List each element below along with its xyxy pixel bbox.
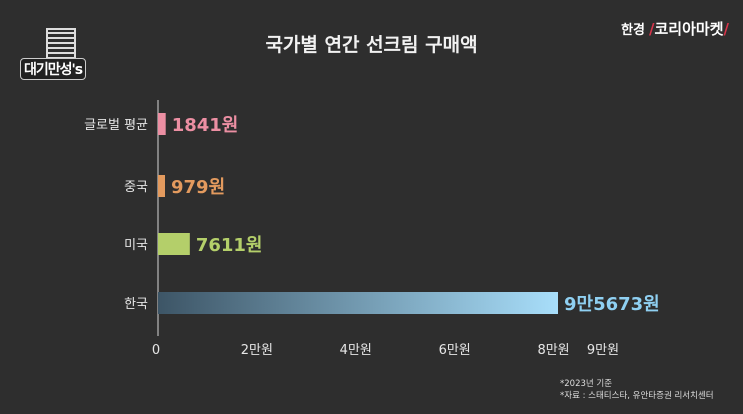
- broadcaster-logo: 한경/코리아마켓/: [621, 20, 729, 38]
- bar-3: [158, 292, 558, 314]
- x-tick-label: 6만원: [439, 343, 471, 358]
- x-tick-label: 4만원: [340, 343, 372, 358]
- x-tick-label: 8만원: [537, 343, 569, 358]
- channel-logo: 대기만성's: [18, 16, 98, 80]
- bar-2: [158, 233, 190, 255]
- data-label: 9만5673원: [564, 294, 660, 315]
- x-tick-label: 2만원: [241, 343, 273, 358]
- footnote-source: *자료 : 스태티스타, 유안타증권 리서치센터: [560, 391, 714, 401]
- data-label: 979원: [171, 177, 225, 198]
- channel-logo-text: 대기만성's: [20, 58, 87, 80]
- data-label: 1841원: [172, 115, 239, 136]
- data-label: 7611원: [196, 235, 263, 256]
- category-label: 미국: [124, 238, 148, 253]
- broadcaster-logo-main: 코리아마켓: [654, 20, 724, 38]
- footnote-base-year: *2023년 기준: [560, 379, 613, 389]
- broadcaster-logo-small: 한경: [621, 23, 646, 38]
- footnotes: *2023년 기준 *자료 : 스태티스타, 유안타증권 리서치센터: [560, 378, 714, 402]
- category-label: 한국: [124, 297, 148, 312]
- category-label: 글로벌 평균: [84, 118, 148, 133]
- bar-0: [158, 113, 166, 135]
- x-tick-label: 0: [152, 343, 160, 358]
- x-tick-label: 9만원: [587, 343, 619, 358]
- bar-1: [158, 175, 165, 197]
- category-label: 중국: [124, 180, 148, 195]
- chart-title: 국가별 연간 선크림 구매액: [265, 34, 478, 56]
